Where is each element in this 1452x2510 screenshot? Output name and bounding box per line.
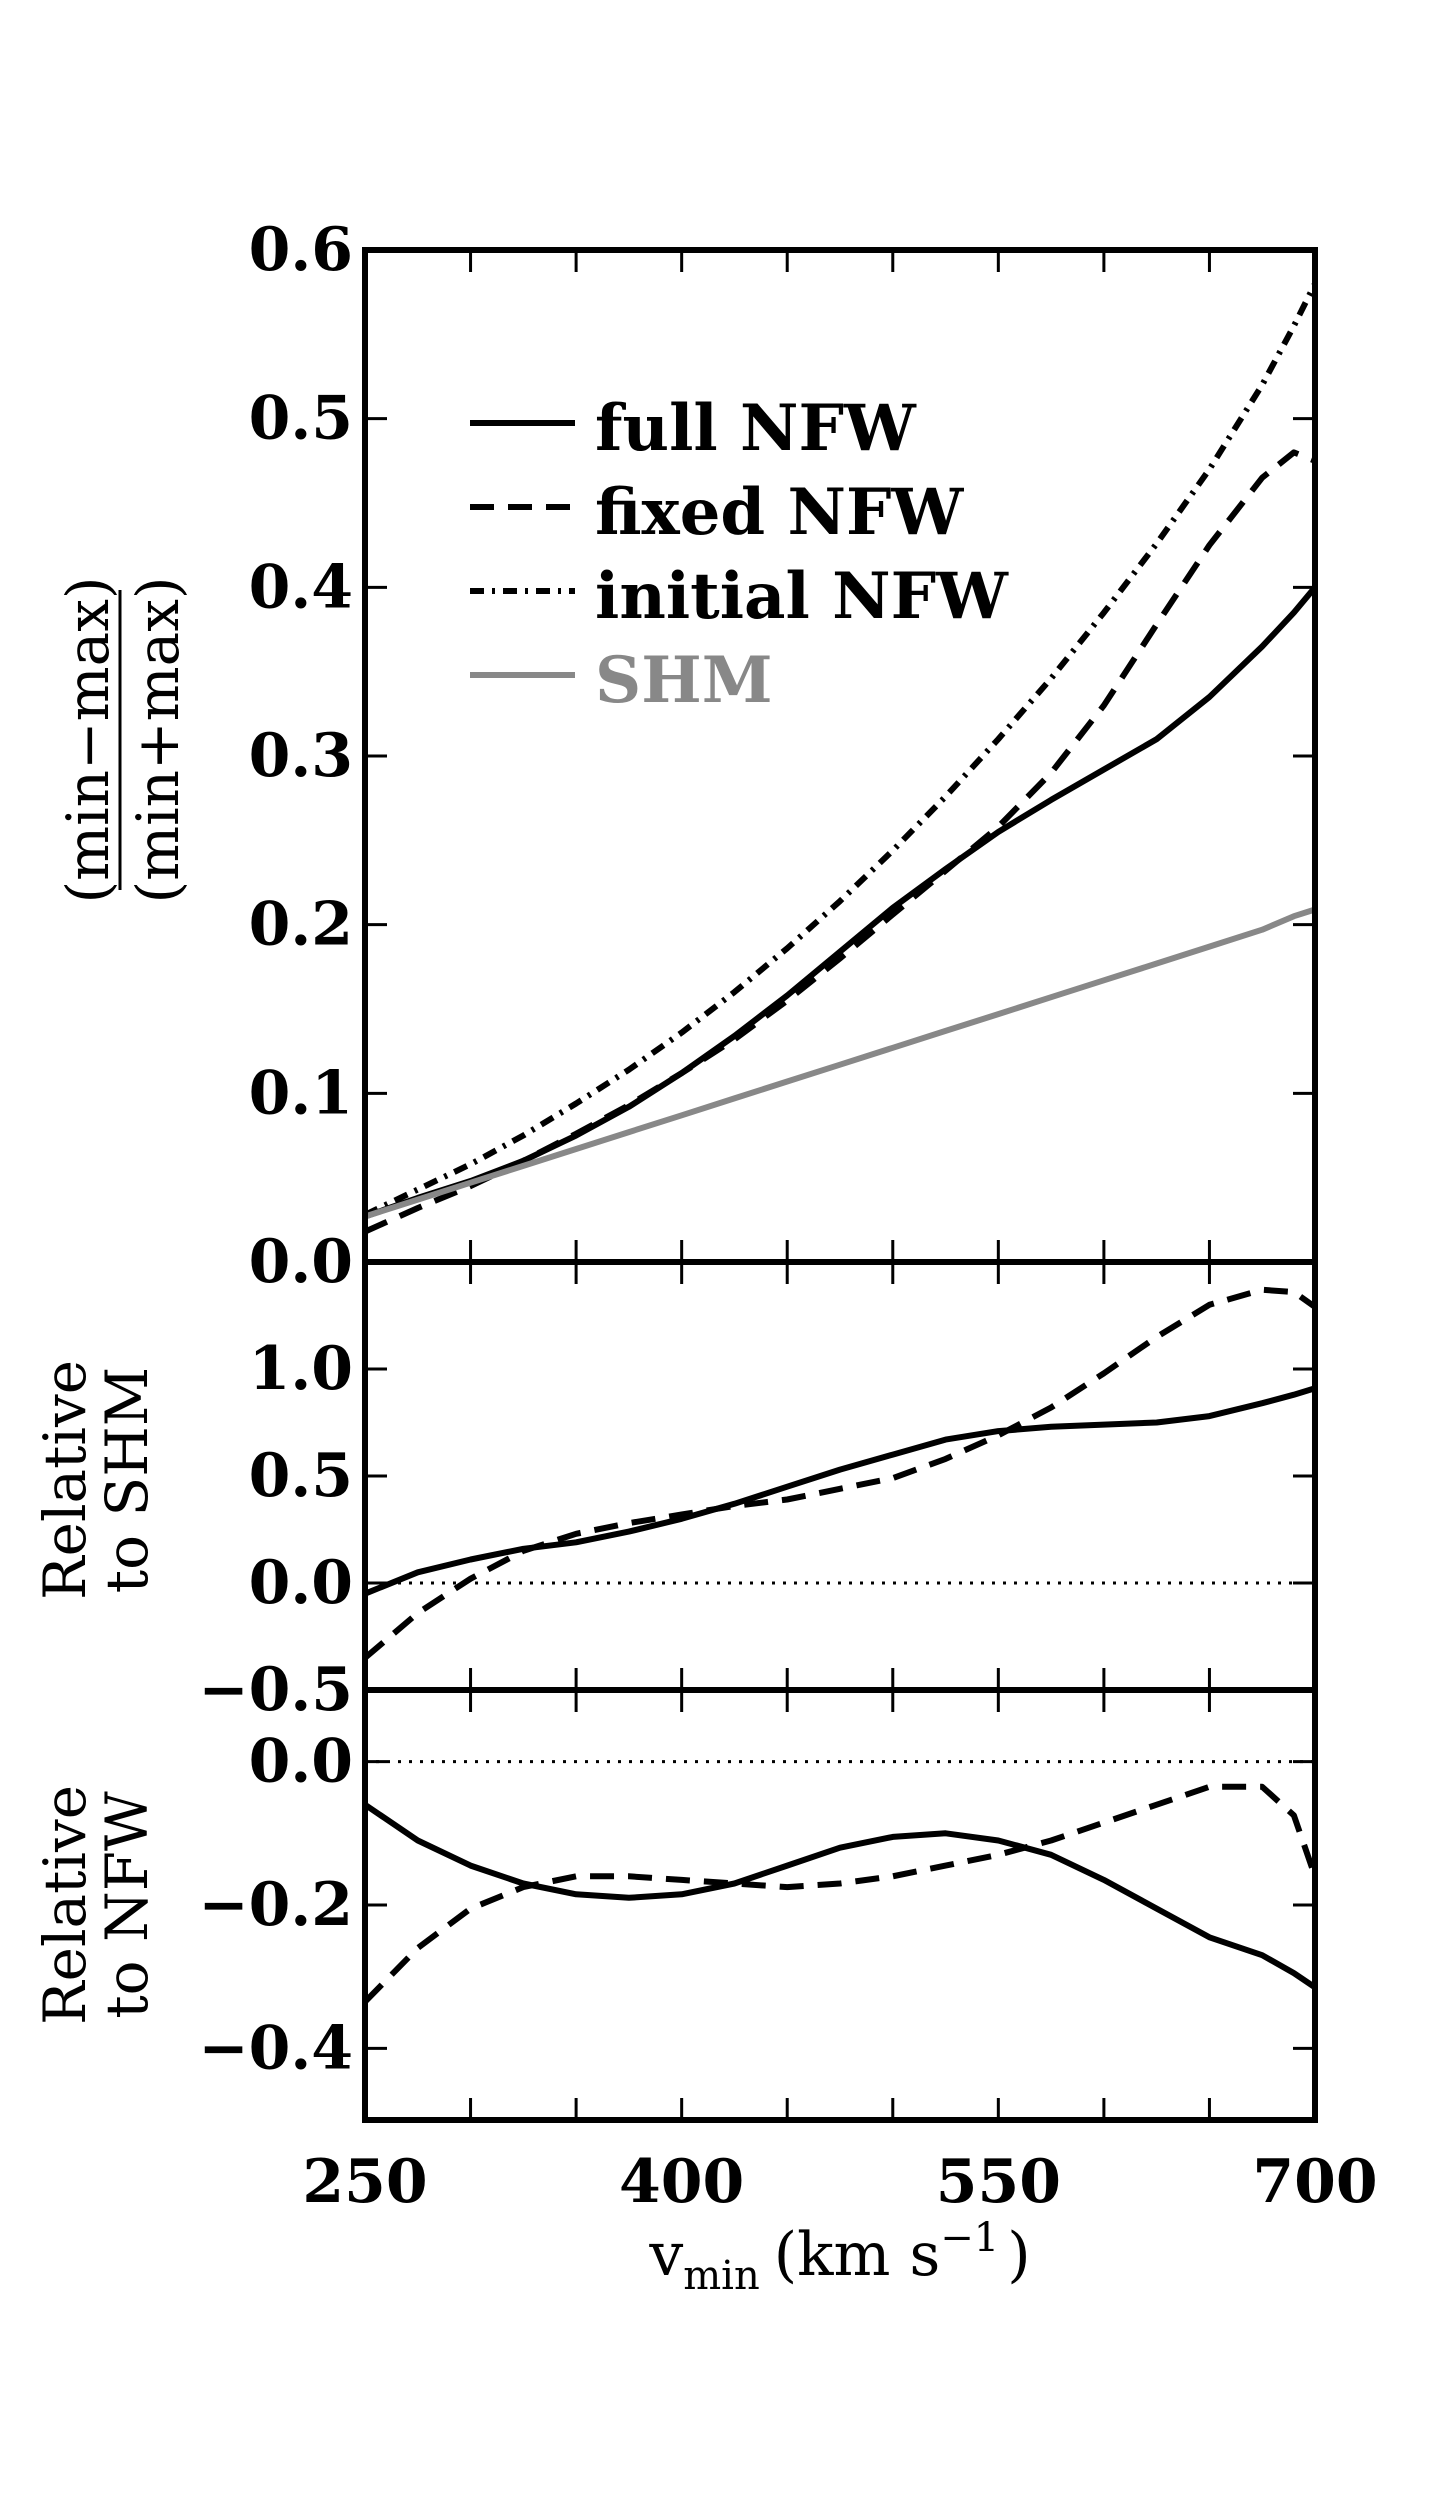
middle-ylabel-line2: to SHM	[93, 1367, 161, 1593]
legend-label-full-nfw: full NFW	[595, 391, 917, 466]
y-tick-label: 0.0	[249, 1548, 353, 1618]
x-axis-label-units: (km s	[774, 2220, 941, 2290]
x-tick-label: 250	[302, 2147, 427, 2217]
top-ylabel: (min−max) (min+max)	[54, 576, 192, 903]
y-tick-label: 0.5	[249, 1441, 353, 1511]
x-axis-label-sub: min	[683, 2253, 759, 2299]
x-axis-label-close: )	[1007, 2220, 1030, 2290]
x-tick-label: 700	[1252, 2147, 1377, 2217]
y-tick-label: 0.1	[249, 1058, 353, 1128]
middle-panel: −0.5 0.0 0.5 1.0	[198, 1259, 1318, 1725]
bottom-plot-frame	[362, 1687, 1318, 2123]
top-ylabel-denominator: (min+max)	[124, 576, 192, 903]
x-tick-label: 400	[619, 2147, 744, 2217]
x-axis-label-sup: −1	[940, 2215, 999, 2261]
legend-label-shm: SHM	[595, 643, 773, 718]
bottom-series-fixed-nfw	[362, 1783, 1318, 2004]
x-tick-label: 550	[936, 2147, 1061, 2217]
y-tick-label: 1.0	[249, 1334, 353, 1404]
top-series-shm	[364, 906, 1316, 1220]
y-tick-label: 0.0	[249, 1727, 353, 1797]
top-ylabel-numerator: (min−max)	[54, 576, 122, 903]
middle-series-fixed-nfw	[363, 1286, 1317, 1661]
top-panel: 0.0 0.1 0.2 0.3 0.4 0.5 0.6	[249, 215, 1318, 1297]
bottom-ylabel: Relative to NFW	[31, 1785, 161, 2025]
bottom-panel: −0.4 −0.2 0.0 250 400 550 700	[198, 1687, 1378, 2217]
legend-label-fixed-nfw: fixed NFW	[595, 475, 964, 550]
legend: full NFW fixed NFW initial NFW SHM	[470, 391, 1009, 718]
middle-ylabel: Relative to SHM	[31, 1360, 161, 1600]
bottom-ylabel-line1: Relative	[31, 1785, 99, 2025]
bottom-series-full-nfw	[363, 1802, 1317, 1990]
middle-ylabel-line1: Relative	[31, 1360, 99, 1600]
x-axis-label-v: v	[648, 2220, 683, 2290]
y-tick-label: 0.3	[249, 721, 353, 791]
y-tick-label: 0.5	[249, 384, 353, 454]
bottom-ylabel-line2: to NFW	[93, 1791, 161, 2019]
y-tick-label: −0.4	[198, 2013, 353, 2083]
y-tick-label: 0.2	[249, 890, 353, 960]
y-tick-label: −0.5	[198, 1655, 353, 1725]
y-tick-label: 0.4	[249, 552, 353, 622]
y-tick-label: −0.2	[198, 1870, 353, 1940]
x-axis-label: vmin (km s−1)	[648, 2215, 1030, 2299]
top-series-initial-nfw	[363, 282, 1318, 1218]
top-series-full-nfw	[364, 585, 1318, 1220]
legend-label-initial-nfw: initial NFW	[595, 559, 1009, 634]
y-tick-label: 0.6	[249, 215, 353, 285]
y-tick-label: 0.0	[249, 1227, 353, 1297]
top-series-fixed-nfw	[363, 449, 1317, 1235]
